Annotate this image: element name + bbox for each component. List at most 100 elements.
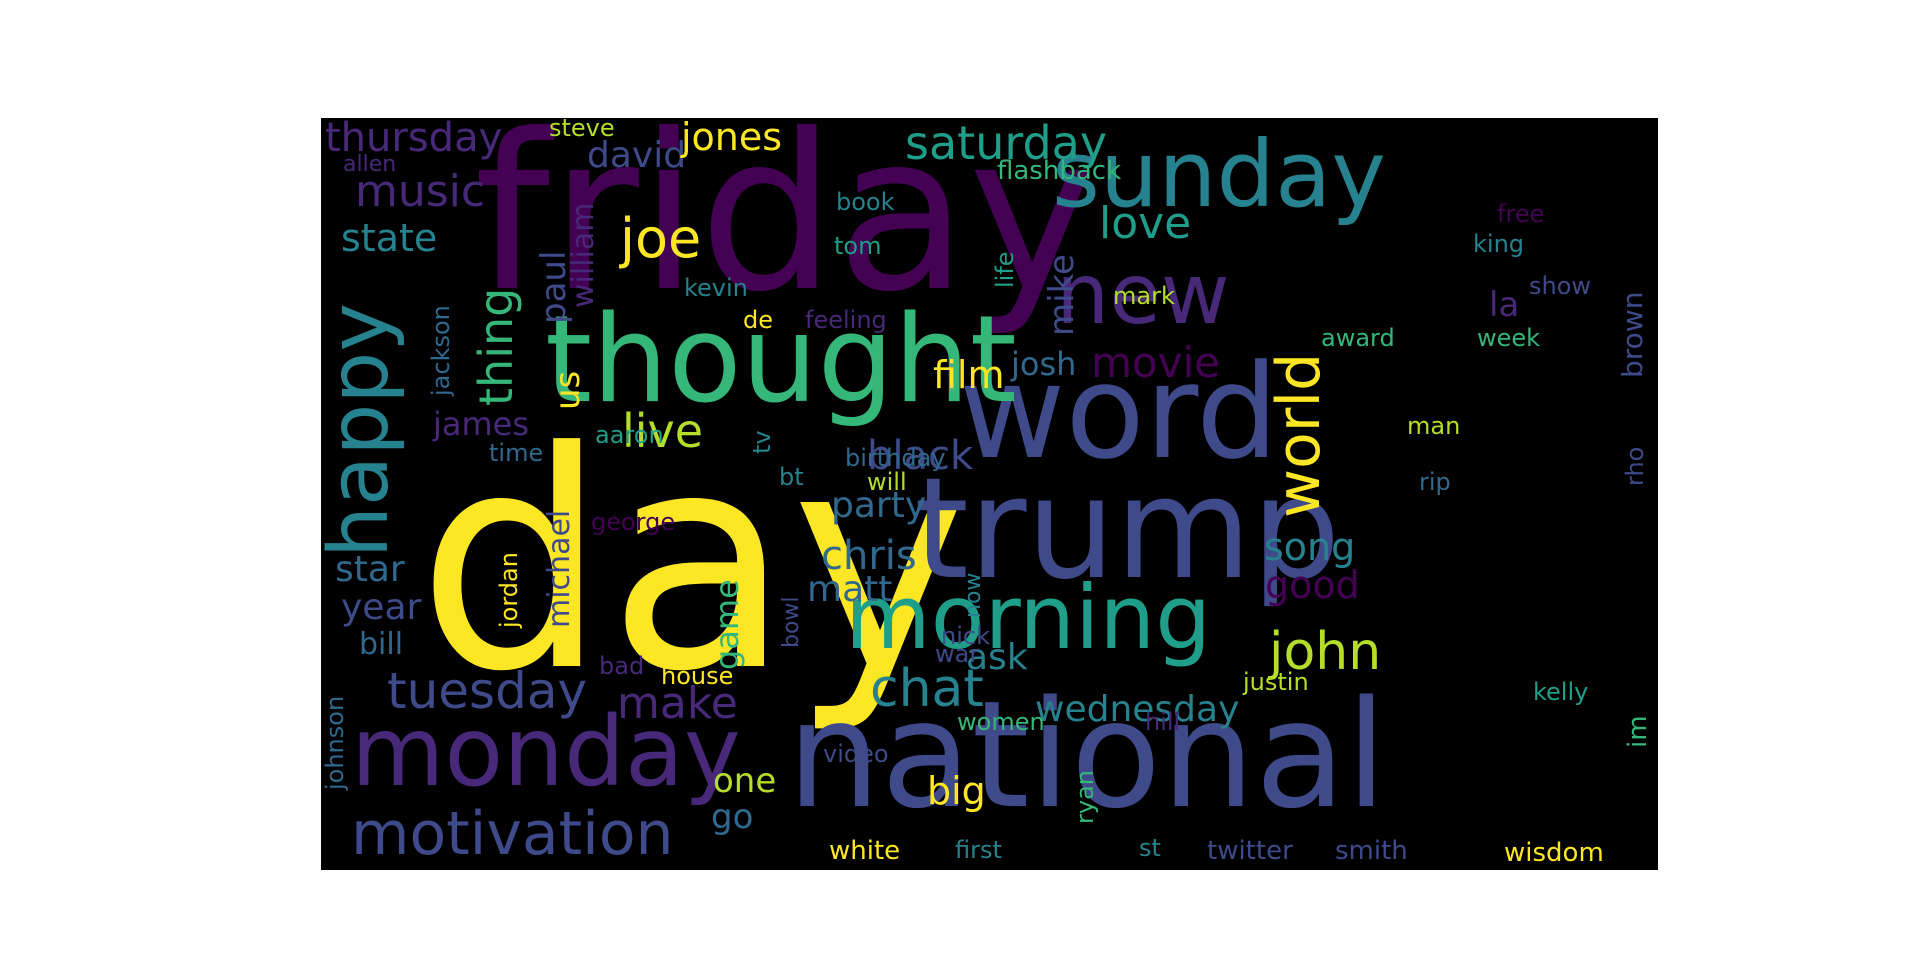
word-party: party xyxy=(831,485,927,526)
word-new: new xyxy=(1056,245,1230,343)
word-week: week xyxy=(1477,324,1541,352)
word-free: free xyxy=(1497,200,1545,228)
word-king: king xyxy=(1473,230,1525,258)
word-now: now xyxy=(961,572,986,618)
word-friday: friday xyxy=(474,118,1097,339)
word-steve: steve xyxy=(549,118,615,142)
word-thursday: thursday xyxy=(325,118,503,161)
word-women: women xyxy=(957,708,1045,736)
word-show: show xyxy=(1529,272,1592,300)
word-feeling: feeling xyxy=(805,306,887,334)
word-birthday: birthday xyxy=(845,444,946,472)
word-cloud: day friday national trump word thought m… xyxy=(321,118,1658,870)
word-big: big xyxy=(927,769,986,813)
word-house: house xyxy=(661,662,734,690)
word-movie: movie xyxy=(1091,338,1220,387)
word-im: im xyxy=(1623,715,1653,748)
word-michael: michael xyxy=(542,509,577,628)
word-award: award xyxy=(1321,324,1395,352)
word-song: song xyxy=(1264,525,1356,569)
word-brown: brown xyxy=(1616,291,1649,378)
word-jackson: jackson xyxy=(427,305,455,396)
word-kelly: kelly xyxy=(1533,678,1589,706)
word-tom: tom xyxy=(834,232,882,260)
word-william: william xyxy=(566,202,601,308)
word-josh: josh xyxy=(1011,345,1077,383)
word-wisdom: wisdom xyxy=(1504,838,1604,868)
word-word: word xyxy=(959,336,1279,488)
word-happy: happy xyxy=(321,303,407,558)
word-allen: allen xyxy=(343,152,397,177)
word-book: book xyxy=(836,188,895,216)
word-state: state xyxy=(341,216,438,260)
word-joe: joe xyxy=(620,207,702,270)
word-go: go xyxy=(711,797,754,837)
word-smith: smith xyxy=(1335,836,1408,866)
word-george: george xyxy=(591,508,676,536)
word-la: la xyxy=(1489,285,1520,325)
word-ask: ask xyxy=(966,637,1028,678)
word-film: film xyxy=(933,353,1005,397)
word-hill: hill xyxy=(1145,708,1181,736)
word-bad: bad xyxy=(599,652,645,680)
word-year: year xyxy=(341,587,422,628)
word-white: white xyxy=(829,836,901,866)
word-de: de xyxy=(743,306,773,334)
word-kevin: kevin xyxy=(684,274,748,302)
word-monday: monday xyxy=(351,696,741,808)
word-day: day xyxy=(417,388,969,737)
word-sunday: sunday xyxy=(1052,121,1386,228)
word-national: national xyxy=(787,669,1387,841)
word-twitter: twitter xyxy=(1207,836,1293,866)
word-johnson: johnson xyxy=(321,695,349,790)
word-ryan: ryan xyxy=(1071,770,1099,824)
word-matt: matt xyxy=(807,569,893,610)
word-tuesday-main: tuesday xyxy=(387,662,588,720)
word-motivation: motivation xyxy=(351,799,674,869)
word-world: world xyxy=(1264,352,1334,518)
word-bt: bt xyxy=(779,463,804,491)
word-war: war xyxy=(935,640,980,668)
word-game: game xyxy=(708,579,746,670)
word-one: one xyxy=(713,761,777,801)
word-live: live xyxy=(622,404,704,458)
word-us: us xyxy=(548,370,588,410)
word-rip: rip xyxy=(1419,468,1451,496)
word-will: will xyxy=(867,468,907,496)
word-mike: mike xyxy=(1042,254,1082,336)
word-good: good xyxy=(1265,563,1360,607)
word-david: david xyxy=(587,135,687,176)
word-time: time xyxy=(489,439,544,467)
word-make: make xyxy=(617,678,738,729)
word-st: st xyxy=(1139,834,1161,862)
word-bowl: bowl xyxy=(779,596,804,648)
word-trump: trump xyxy=(914,448,1341,611)
word-john: john xyxy=(1269,622,1382,682)
word-first: first xyxy=(955,836,1002,864)
word-bill: bill xyxy=(359,627,404,662)
word-video: video xyxy=(823,740,889,768)
word-jones: jones xyxy=(681,118,783,159)
word-wednesday: wednesday xyxy=(1035,689,1240,730)
word-life: life xyxy=(991,251,1019,288)
word-man: man xyxy=(1407,412,1461,440)
word-nick: nick xyxy=(941,622,990,650)
word-aaron: aaron xyxy=(595,421,664,449)
word-james: james xyxy=(433,405,530,443)
word-thought: thought xyxy=(545,291,1017,430)
word-black: black xyxy=(867,433,974,479)
word-justin: justin xyxy=(1243,668,1309,696)
word-tv: tv xyxy=(748,430,776,454)
word-star: star xyxy=(335,549,405,590)
word-thing: thing xyxy=(469,287,523,406)
word-morning: morning xyxy=(845,566,1212,669)
word-music: music xyxy=(355,166,486,217)
word-jordan: jordan xyxy=(495,552,523,628)
word-mark: mark xyxy=(1113,282,1175,310)
word-chat: chat xyxy=(870,659,984,719)
word-chris: chris xyxy=(821,533,917,579)
word-flashback: flashback xyxy=(997,156,1122,186)
word-love: love xyxy=(1099,198,1192,249)
word-rho: rho xyxy=(1621,446,1649,486)
word-saturday: saturday xyxy=(905,118,1108,170)
